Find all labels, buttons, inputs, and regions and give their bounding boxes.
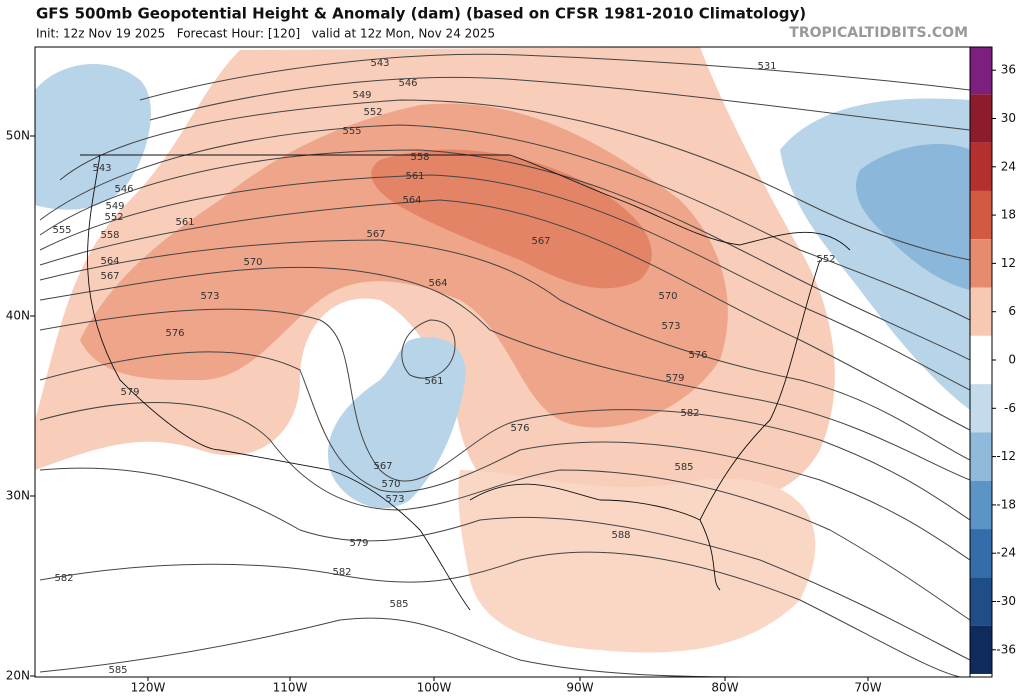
lat-label: 50N [6,129,30,143]
subtitle: Init: 12z Nov 19 2025 Forecast Hour: [12… [36,27,495,41]
contour-label: 546 [114,184,133,195]
colorbar-bin [970,94,992,143]
contour-label: 579 [349,538,368,549]
negative-anomaly [328,336,466,509]
source: TROPICALTIDBITS.COM [789,25,968,41]
contour-label: 543 [92,163,111,174]
colorbar-label: 30 [1001,111,1016,125]
contour-label: 564 [428,278,447,289]
contour-label: 588 [611,530,630,541]
contour-label: 585 [389,599,408,610]
lon-label: 90W [566,681,593,695]
colorbar-label: -24 [996,546,1016,560]
contour-label: 567 [100,271,119,282]
lon-label: 80W [711,681,738,695]
colorbar-label: -30 [996,594,1016,608]
colorbar-bin [970,480,992,530]
contour-label: 555 [342,126,361,137]
colorbar-label: -6 [1004,401,1016,415]
lat-label: 40N [6,309,30,323]
contour-label: 579 [120,387,139,398]
contour-label: 573 [385,494,404,505]
contour-label: 549 [105,201,124,212]
colorbar-bin [970,577,992,626]
colorbar-label: 0 [1008,353,1016,367]
contour-label: 549 [352,90,371,101]
colorbar-frame [969,46,993,678]
colorbar: 36 30 24 18 12 6 0 -6 -12 -18 -24 -30 -36 [969,46,1016,678]
contour-label: 546 [398,78,417,89]
colorbar-label: 6 [1008,304,1016,318]
boundaries [80,154,851,611]
colorbar-bin [970,287,992,336]
contour-label: 561 [175,217,194,228]
contour-label: 585 [674,462,693,473]
colorbar-label: 12 [1001,256,1016,270]
height-contours [39,53,970,677]
contour-label: 552 [816,254,835,265]
contour-label: 579 [665,373,684,384]
contour-label: 555 [52,225,71,236]
contour-label: 573 [200,291,219,302]
colorbar-label: -18 [996,497,1016,511]
colorbar-label: -36 [996,642,1016,656]
contour-label: 582 [54,573,73,584]
lon-label: 110W [273,681,308,695]
contour-label: 570 [658,291,677,302]
colorbar-bin [970,384,992,433]
contour-label: 576 [688,350,707,361]
contour-label: 567 [531,236,550,247]
colorbar-bin [970,239,992,288]
negative-anomaly [35,63,151,210]
colorbar-bin [970,529,992,578]
contour-label: 585 [108,665,127,676]
positive-anomaly [458,470,816,653]
colorbar-bin [970,190,992,240]
contour-label: 573 [661,321,680,332]
contour-label: 552 [104,212,123,223]
colorbar-label: 24 [1001,159,1016,173]
contour-label: 561 [424,376,443,387]
lat-label: 30N [6,489,30,503]
contour-label: 570 [381,479,400,490]
contour-label: 567 [373,461,392,472]
contour-label: 567 [366,229,385,240]
lat-label: 20N [6,669,30,683]
contour-label: 576 [510,423,529,434]
colorbar-label: 36 [1001,63,1016,77]
contour-label: 576 [165,328,184,339]
contour-label: 582 [680,408,699,419]
colorbar-bin [970,142,992,191]
colorbar-bin [970,47,992,95]
colorbar-bin [970,335,992,385]
colorbar-label: 18 [1001,208,1016,222]
colorbar-label: -12 [996,449,1016,463]
colorbar-bin [970,625,992,674]
contour-label: 561 [405,171,424,182]
contour-label: 582 [332,567,351,578]
contour-label: 570 [243,257,262,268]
contour-label: 531 [757,61,776,72]
contour-label: 558 [410,152,429,163]
contour-label: 543 [370,58,389,69]
contour-label: 552 [363,107,382,118]
contour-label: 558 [100,230,119,241]
lon-label: 70W [854,681,881,695]
colorbar-bin [970,432,992,481]
contour-label: 564 [100,256,119,267]
title: GFS 500mb Geopotential Height & Anomaly … [36,5,806,23]
lon-label: 100W [417,681,452,695]
lon-label: 120W [131,681,166,695]
contour-label: 564 [402,195,421,206]
map [35,47,970,677]
